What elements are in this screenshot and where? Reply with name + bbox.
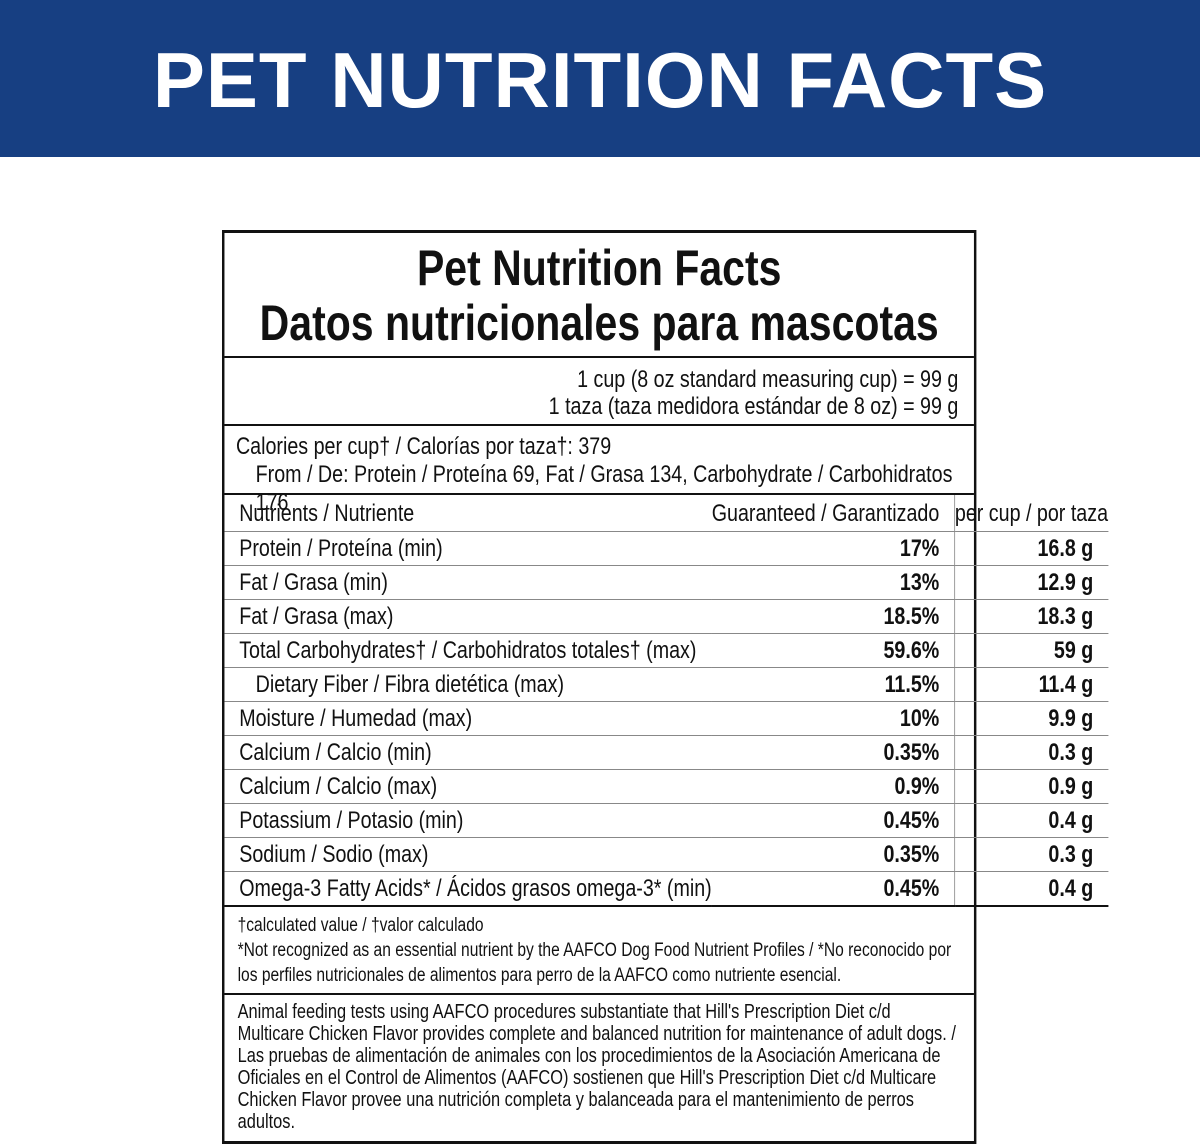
per-cup-value: 0.3 g — [954, 735, 1109, 770]
nutrient-name: Total Carbohydrates† / Carbohidratos tot… — [224, 633, 712, 668]
per-cup-value: 0.3 g — [954, 837, 1109, 872]
nutrient-name: Calcium / Calcio (max) — [224, 769, 712, 804]
label-title: Pet Nutrition Facts Datos nutricionales … — [224, 233, 974, 358]
nutrient-name: Omega-3 Fatty Acids* / Ácidos grasos ome… — [224, 871, 712, 907]
guaranteed-value: 0.45% — [711, 803, 955, 838]
footnote: †calculated value / †valor calculado — [237, 915, 484, 936]
nutrient-name: Potassium / Potasio (min) — [224, 803, 712, 838]
title-line: Pet Nutrition Facts — [416, 240, 782, 296]
guaranteed-value: 0.35% — [711, 837, 955, 872]
guaranteed-value: 13% — [711, 565, 955, 600]
nutrient-row: Fat / Grasa (min) 13% 12.9 g — [224, 565, 1109, 600]
serving: 1 cup (8 oz standard measuring cup) = 99… — [224, 358, 974, 426]
per-cup-value: 0.9 g — [954, 769, 1109, 804]
column-header: Guaranteed / Garantizado — [711, 495, 955, 532]
nutrient-row: Moisture / Humedad (max) 10% 9.9 g — [224, 701, 1109, 736]
guaranteed-value: 0.45% — [711, 871, 955, 907]
guaranteed-value: 10% — [711, 701, 955, 736]
footnotes: †calculated value / †valor calculado *No… — [224, 907, 974, 995]
column-header: per cup / por taza — [954, 495, 1109, 532]
header-row: Nutrients / Nutriente Guaranteed / Garant… — [224, 495, 1109, 532]
nutrient-name: Moisture / Humedad (max) — [224, 701, 712, 736]
nutrition-label: Pet Nutrition Facts Datos nutricionales … — [222, 230, 1109, 1144]
per-cup-value: 59 g — [954, 633, 1109, 668]
nutrient-row: Dietary Fiber / Fibra dietética (max) 11.… — [224, 667, 1109, 702]
calories-line: Calories per cup† / Calorías por taza†: … — [235, 433, 612, 460]
feeding-statement: Animal feeding tests using AAFCO procedu… — [237, 1001, 956, 1133]
nutrient-row: Potassium / Potasio (min) 0.45% 0.4 g — [224, 803, 1109, 838]
per-cup-value: 16.8 g — [954, 531, 1109, 566]
per-cup-value: 18.3 g — [954, 599, 1109, 634]
per-cup-value: 0.4 g — [954, 803, 1109, 838]
nutrient-row: Fat / Grasa (max) 18.5% 18.3 g — [224, 599, 1109, 634]
per-cup-value: 12.9 g — [954, 565, 1109, 600]
footnote: *Not recognized as an essential nutrient… — [237, 940, 952, 986]
nutrient-row: Protein / Proteína (min) 17% 16.8 g — [224, 531, 1109, 566]
guaranteed-value: 59.6% — [711, 633, 955, 668]
serving-line: 1 cup (8 oz standard measuring cup) = 99… — [577, 366, 959, 393]
serving-line: 1 taza (taza medidora estándar de 8 oz) … — [548, 393, 959, 420]
guaranteed-value: 17% — [711, 531, 955, 566]
nutrient-row: Calcium / Calcio (min) 0.35% 0.3 g — [224, 735, 1109, 770]
guaranteed-value: 18.5% — [711, 599, 955, 634]
per-cup-value: 9.9 g — [954, 701, 1109, 736]
nutrient-row: Total Carbohydrates† / Carbohidratos tot… — [224, 633, 1109, 668]
per-cup-value: 0.4 g — [954, 871, 1109, 907]
nutrient-name: Calcium / Calcio (min) — [224, 735, 712, 770]
banner-title: PET NUTRITION FACTS — [0, 0, 1200, 157]
guaranteed-value: 0.9% — [711, 769, 955, 804]
guaranteed-value: 0.35% — [711, 735, 955, 770]
nutrient-name: Protein / Proteína (min) — [224, 531, 712, 566]
nutrient-row: Calcium / Calcio (max) 0.9% 0.9 g — [224, 769, 1109, 804]
column-header: Nutrients / Nutriente — [224, 495, 712, 532]
nutrient-row: Sodium / Sodio (max) 0.35% 0.3 g — [224, 837, 1109, 872]
per-cup-value: 11.4 g — [954, 667, 1109, 702]
nutrient-table: Nutrients / Nutriente Guaranteed / Garant… — [224, 495, 1109, 907]
title-line: Datos nutricionales para mascotas — [259, 295, 939, 351]
nutrient-name: Dietary Fiber / Fibra dietética (max) — [224, 667, 712, 702]
nutrient-name: Sodium / Sodio (max) — [224, 837, 712, 872]
nutrient-name: Fat / Grasa (max) — [224, 599, 712, 634]
nutrient-row: Omega-3 Fatty Acids* / Ácidos grasos ome… — [224, 871, 1109, 907]
nutrient-name: Fat / Grasa (min) — [224, 565, 712, 600]
calories: Calories per cup† / Calorías por taza†: … — [224, 426, 974, 516]
guaranteed-value: 11.5% — [711, 667, 955, 702]
calories-from: From / De: Protein / Proteína 69, Fat / … — [255, 461, 953, 516]
